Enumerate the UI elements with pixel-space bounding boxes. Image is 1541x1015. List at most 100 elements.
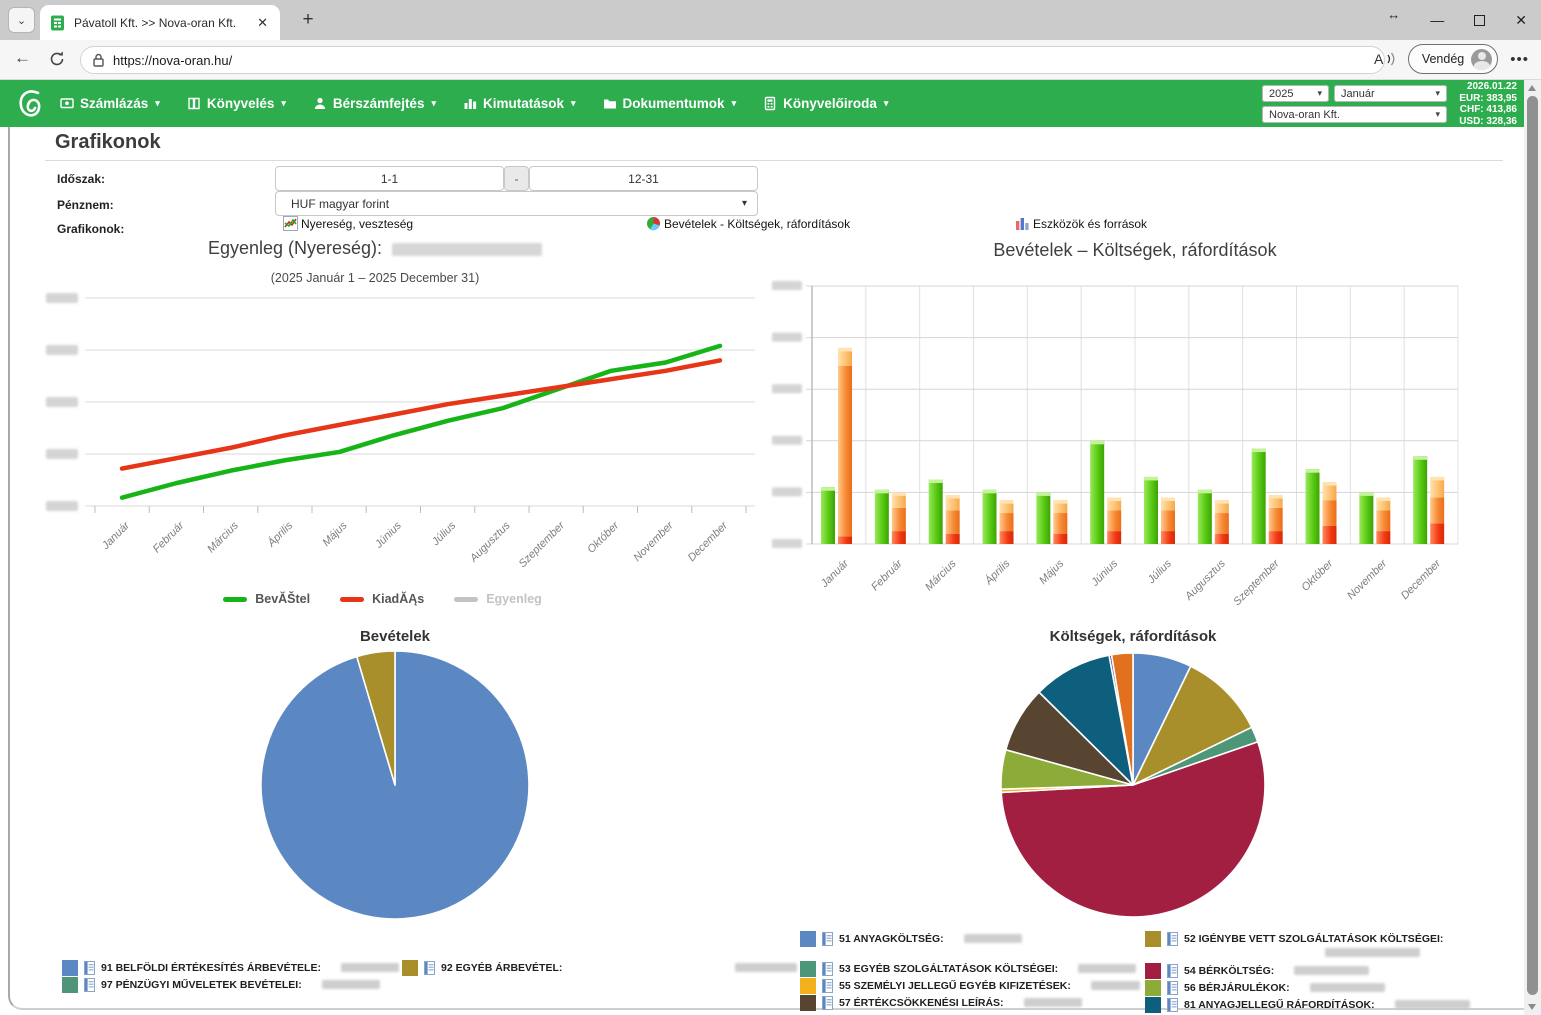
menu-item-konyveles[interactable]: Könyvelés ▾ <box>187 96 286 111</box>
menu-item-label: Számlázás <box>80 96 149 111</box>
fx-rate-chf: CHF: 413,86 <box>1459 104 1517 115</box>
income-pie-chart <box>258 648 532 927</box>
document-icon[interactable] <box>1167 980 1178 995</box>
legend-item: 91 BELFÖLDI ÉRTÉKESÍTÉS ÁRBEVÉTELE: <box>62 959 407 976</box>
menu-item-kimutatasok[interactable]: Kimutatások ▾ <box>463 96 576 111</box>
document-icon[interactable] <box>424 960 435 975</box>
menu-item-label: Dokumentumok <box>622 96 725 111</box>
menu-item-label: Bérszámfejtés <box>332 96 425 111</box>
legend-label: 55 SZEMÉLYI JELLEGŰ EGYÉB KIFIZETÉSEK: <box>839 979 1071 992</box>
menu-item-szamlazas[interactable]: Számlázás ▾ <box>60 96 160 111</box>
costs-pie-chart <box>998 650 1268 925</box>
document-icon[interactable] <box>822 978 833 993</box>
legend-swatch <box>800 994 816 1011</box>
svg-text:Július: Július <box>429 519 458 548</box>
profile-name: Vendég <box>1421 52 1465 66</box>
svg-text:December: December <box>686 519 731 564</box>
svg-text:Február: Február <box>869 557 906 594</box>
company-select[interactable]: Nova-oran Kft. ▾ <box>1262 106 1447 123</box>
svg-text:Október: Október <box>1299 557 1336 594</box>
svg-text:Szeptember: Szeptember <box>1231 557 1282 608</box>
page-scrollbar[interactable] <box>1524 80 1541 1015</box>
currency-label: Pénznem: <box>57 198 114 212</box>
document-icon[interactable] <box>822 995 833 1010</box>
legend-swatch <box>454 596 479 602</box>
document-icon[interactable] <box>1167 931 1178 946</box>
year-select-value: 2025 <box>1269 87 1294 100</box>
scrollbar-up-arrow[interactable] <box>1528 85 1536 91</box>
tab-close-icon[interactable]: ✕ <box>257 14 268 30</box>
chart-link-income-costs[interactable]: Bevételek - Költségek, ráfordítások <box>646 216 850 231</box>
scrollbar-down-arrow[interactable] <box>1528 1004 1536 1010</box>
period-separator: - <box>504 166 529 191</box>
legend-item: 57 ÉRTÉKCSÖKKENÉSI LEÍRÁS: <box>800 994 1140 1011</box>
document-icon[interactable] <box>84 960 95 975</box>
browser-profile-button[interactable]: Vendég <box>1407 44 1499 74</box>
legend-swatch <box>1145 962 1161 979</box>
back-button[interactable]: ← <box>14 48 31 67</box>
redacted-value <box>340 963 399 972</box>
year-select[interactable]: 2025 ▾ <box>1262 85 1329 102</box>
menu-item-konyveloiroda[interactable]: Könyvelőiroda ▾ <box>763 96 888 111</box>
pie-slice-3 <box>1000 741 1266 918</box>
pie-chart-icon <box>647 217 660 231</box>
chart-link-profit-loss[interactable]: Nyereség, veszteség <box>283 216 413 231</box>
window-maximize-button[interactable] <box>1474 14 1486 26</box>
currency-select[interactable]: HUF magyar forint ▾ <box>275 191 758 216</box>
document-icon[interactable] <box>1167 997 1178 1012</box>
scrollbar-thumb[interactable] <box>1527 96 1538 995</box>
legend-swatch <box>800 960 816 977</box>
legend-item-disabled[interactable]: Egyenleg <box>454 592 542 606</box>
month-select[interactable]: Január ▾ <box>1334 85 1447 102</box>
redacted-value <box>1023 998 1082 1007</box>
pie-slice-9 <box>1110 652 1134 786</box>
konyveles-icon <box>187 96 201 111</box>
legend-swatch <box>340 596 365 602</box>
read-aloud-icon[interactable]: A <box>1372 49 1396 69</box>
legend-label: 97 PÉNZÜGYI MŰVELETEK BEVÉTELEI: <box>101 978 302 991</box>
legend-item: 92 EGYÉB ÁRBEVÉTEL: <box>402 959 797 976</box>
legend-item: 56 BÉRJÁRULÉKOK: <box>1145 979 1515 996</box>
window-minimize-button[interactable]: — <box>1430 12 1445 28</box>
new-tab-button[interactable]: + <box>302 9 314 30</box>
berszamfejtes-icon <box>313 96 327 111</box>
document-icon[interactable] <box>1167 963 1178 978</box>
svg-text:December: December <box>1399 557 1444 602</box>
chevron-down-icon: ▾ <box>431 98 436 108</box>
browser-tab[interactable]: Pávatoll Kft. >> Nova-oran Kft. ✕ <box>40 5 280 40</box>
legend-item-series[interactable]: KiadĂĄs <box>340 592 424 606</box>
refresh-button[interactable] <box>48 50 66 68</box>
tab-search-dropdown-button[interactable]: ⌄ <box>8 7 35 33</box>
legend-swatch <box>1145 996 1161 1013</box>
svg-text:A: A <box>1374 51 1384 67</box>
menu-item-dokumentumok[interactable]: Dokumentumok ▾ <box>603 96 736 111</box>
legend-item: 52 IGÉNYBE VETT SZOLGÁLTATÁSOK KÖLTSÉGEI… <box>1145 930 1515 947</box>
profile-avatar <box>1471 48 1493 70</box>
legend-item: 81 ANYAGJELLEGŰ RÁFORDÍTÁSOK: <box>1145 996 1515 1013</box>
legend-label: 91 BELFÖLDI ÉRTÉKESÍTÉS ÁRBEVÉTELE: <box>101 961 321 974</box>
menu-item-label: Könyvelőiroda <box>783 96 877 111</box>
document-icon[interactable] <box>822 961 833 976</box>
pie-slice-1 <box>1132 665 1253 786</box>
chart-link-label: Eszközök és források <box>1033 216 1148 231</box>
window-close-button[interactable]: ✕ <box>1515 11 1527 28</box>
period-to-input[interactable] <box>529 166 758 191</box>
window-resize-icon[interactable]: ↔ <box>1387 6 1401 22</box>
address-bar[interactable]: https://nova-oran.hu/ <box>80 46 1385 74</box>
kimutatasok-icon <box>463 96 477 111</box>
legend-item-series[interactable]: BevĂŠtel <box>223 592 310 606</box>
period-from-input[interactable] <box>275 166 504 191</box>
legend-label: Egyenleg <box>486 592 542 606</box>
browser-menu-button[interactable]: ••• <box>1510 50 1529 68</box>
chart-link-assets-sources[interactable]: Eszközök és források <box>1015 216 1147 231</box>
redacted-title-value <box>392 242 543 256</box>
legend-swatch <box>800 930 816 947</box>
menu-item-berszamfejtes[interactable]: Bérszámfejtés ▾ <box>313 96 436 111</box>
document-icon[interactable] <box>84 977 95 992</box>
chart-link-label: Bevételek - Költségek, ráfordítások <box>664 216 851 231</box>
period-label: Időszak: <box>57 172 106 186</box>
legend-swatch <box>1145 930 1161 947</box>
page-frame <box>8 127 1524 1010</box>
menu-item-label: Könyvelés <box>206 96 275 111</box>
document-icon[interactable] <box>822 931 833 946</box>
